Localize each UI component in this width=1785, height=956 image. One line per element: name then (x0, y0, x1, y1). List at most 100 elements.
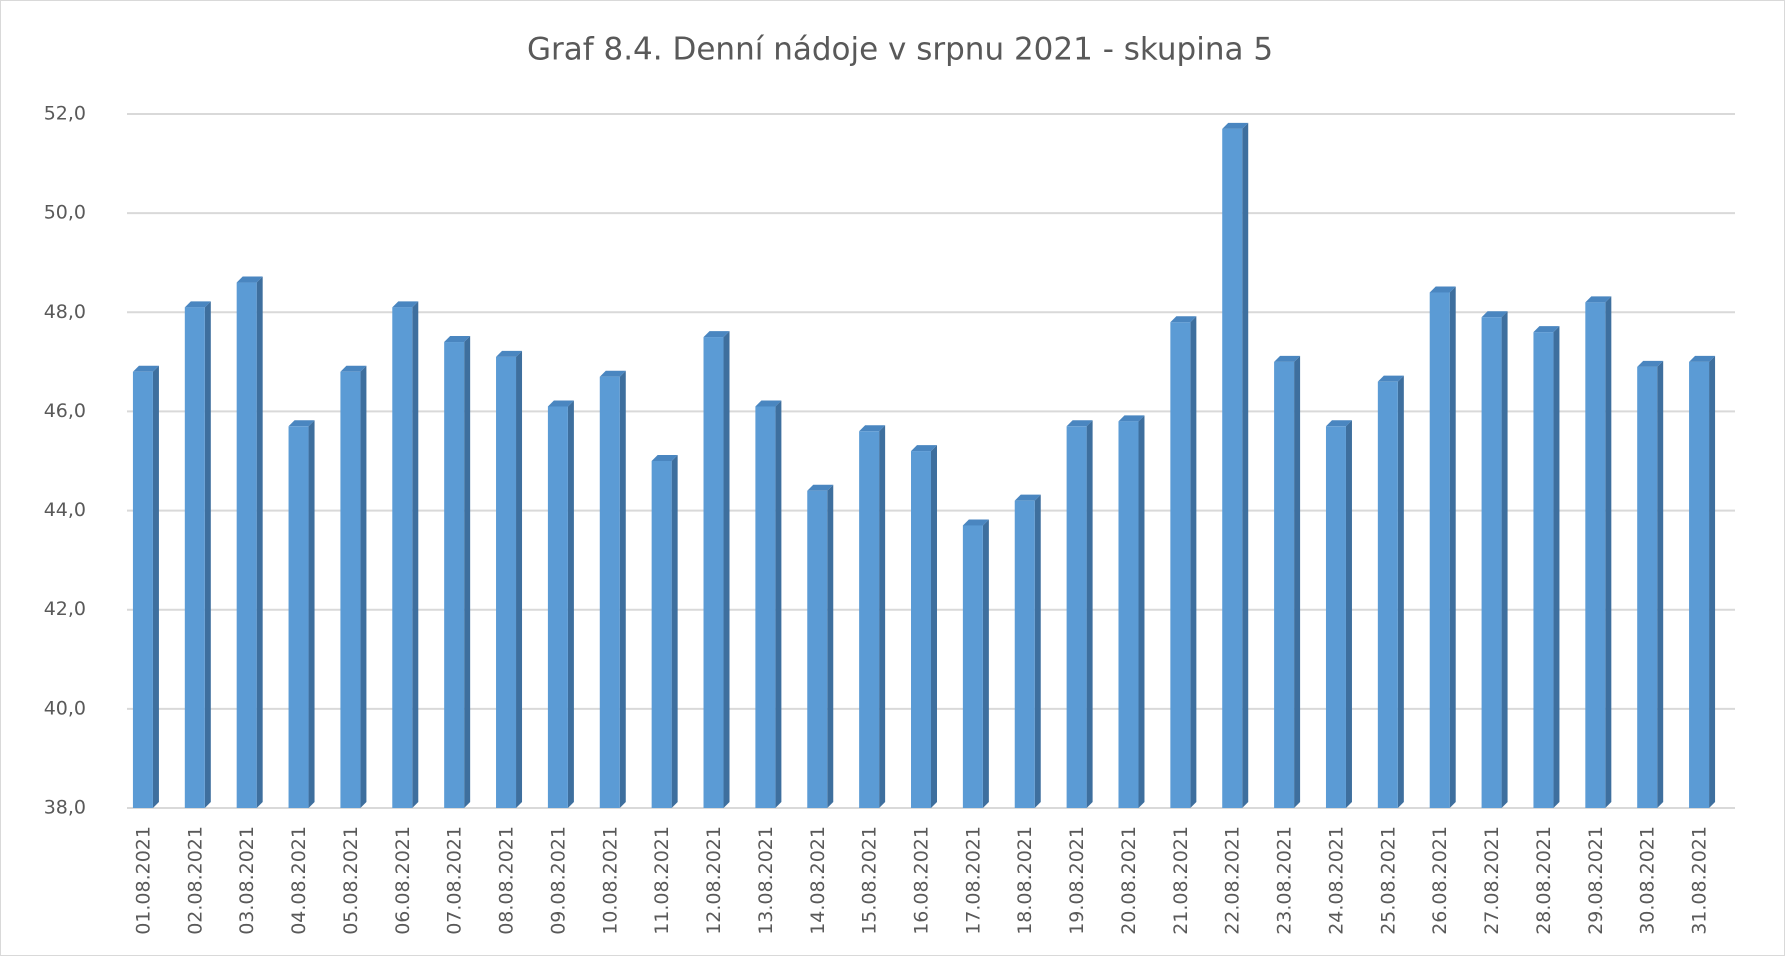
x-tick-label: 01.08.2021 (132, 826, 154, 935)
bar-top (1585, 296, 1612, 303)
x-tick-label: 22.08.2021 (1222, 826, 1244, 935)
bar-side (1242, 122, 1249, 808)
bar-side (775, 400, 782, 808)
bar (340, 371, 361, 808)
bar-side (204, 301, 211, 808)
bar-side (1605, 296, 1612, 808)
bar (1014, 500, 1035, 808)
bar-side (1294, 355, 1301, 808)
bar-top (1377, 375, 1404, 382)
x-tick-label: 20.08.2021 (1118, 826, 1140, 935)
bar-side (1397, 375, 1404, 808)
bar (962, 525, 983, 808)
bar-top (1014, 494, 1041, 501)
x-tick-label: 08.08.2021 (496, 826, 518, 935)
bar (703, 337, 724, 808)
bar (911, 451, 931, 808)
bar-top (1429, 286, 1456, 293)
y-tick-label: 52,0 (44, 103, 86, 125)
bar-top (807, 484, 834, 491)
x-tick-label: 27.08.2021 (1481, 826, 1503, 935)
bar (1274, 361, 1295, 808)
bar-top (184, 301, 211, 308)
x-tick-label: 30.08.2021 (1637, 826, 1659, 935)
bar (547, 406, 568, 808)
bar (1637, 366, 1658, 808)
x-tick-label: 17.08.2021 (962, 826, 984, 935)
bar-side (1449, 286, 1456, 808)
bar (755, 406, 776, 808)
x-tick-label: 06.08.2021 (392, 826, 414, 935)
y-tick-label: 40,0 (44, 697, 86, 719)
bar-side (619, 370, 626, 808)
bar-side (256, 276, 263, 808)
bar (807, 490, 828, 808)
bar (1118, 421, 1139, 808)
bar-top (1533, 326, 1560, 333)
bar-top (1481, 311, 1508, 318)
bar-side (464, 336, 471, 808)
x-tick-label: 14.08.2021 (807, 826, 829, 935)
chart-title: Graf 8.4. Denní nádoje v srpnu 2021 - sk… (527, 32, 1273, 68)
bar (1066, 426, 1087, 808)
x-tick-label: 11.08.2021 (651, 826, 673, 935)
x-tick-label: 02.08.2021 (184, 826, 206, 935)
x-tick-label: 25.08.2021 (1377, 826, 1399, 935)
bar-top (755, 400, 782, 407)
bar-top (547, 400, 574, 407)
bar-top (1118, 415, 1145, 422)
bar (651, 461, 672, 808)
x-tick-label: 26.08.2021 (1429, 826, 1451, 935)
bar (392, 307, 413, 808)
bar-top (392, 301, 419, 308)
bar-top (1637, 360, 1664, 367)
bar-side (1709, 355, 1716, 808)
x-tick-label: 03.08.2021 (236, 826, 258, 935)
x-tick-label: 31.08.2021 (1689, 826, 1711, 935)
bar-side (412, 301, 419, 808)
x-tick-label: 05.08.2021 (340, 826, 362, 935)
bar (496, 356, 517, 808)
bar (1222, 128, 1243, 808)
bar-side (1501, 311, 1508, 808)
x-tick-label: 23.08.2021 (1274, 826, 1296, 935)
x-tick-label: 07.08.2021 (444, 826, 466, 935)
x-tick-label: 15.08.2021 (859, 826, 881, 935)
bar-side (671, 455, 678, 808)
y-tick-label: 50,0 (44, 202, 86, 224)
bar-top (651, 455, 678, 461)
bar-side (516, 350, 523, 808)
bar-top (962, 519, 989, 526)
bar (1481, 317, 1502, 808)
y-tick-label: 38,0 (44, 797, 86, 819)
bar-side (1190, 316, 1197, 808)
bar-side (982, 519, 989, 808)
bar (1689, 361, 1710, 808)
bar-top (444, 336, 471, 343)
bar (1533, 332, 1554, 808)
bar (236, 282, 257, 808)
x-tick-label: 09.08.2021 (547, 826, 569, 935)
bar (184, 307, 205, 808)
bar-top (911, 445, 937, 452)
bar-top (1689, 355, 1716, 362)
bar-top (132, 365, 159, 372)
bar-top (859, 425, 886, 432)
bar-top (288, 420, 315, 427)
bar (1377, 381, 1398, 808)
bar-side (1034, 494, 1041, 808)
x-tick-label: 21.08.2021 (1170, 826, 1192, 935)
bar-top (1274, 355, 1301, 362)
x-tick-label: 13.08.2021 (755, 826, 777, 935)
bar-top (1066, 420, 1093, 427)
x-tick-label: 10.08.2021 (599, 826, 621, 935)
bar-side (152, 365, 159, 808)
bar-top (1222, 122, 1249, 129)
bar-side (931, 445, 937, 808)
bar-side (723, 331, 730, 808)
x-tick-label: 24.08.2021 (1325, 826, 1347, 935)
x-tick-label: 04.08.2021 (288, 826, 310, 935)
bar-side (1657, 360, 1664, 808)
